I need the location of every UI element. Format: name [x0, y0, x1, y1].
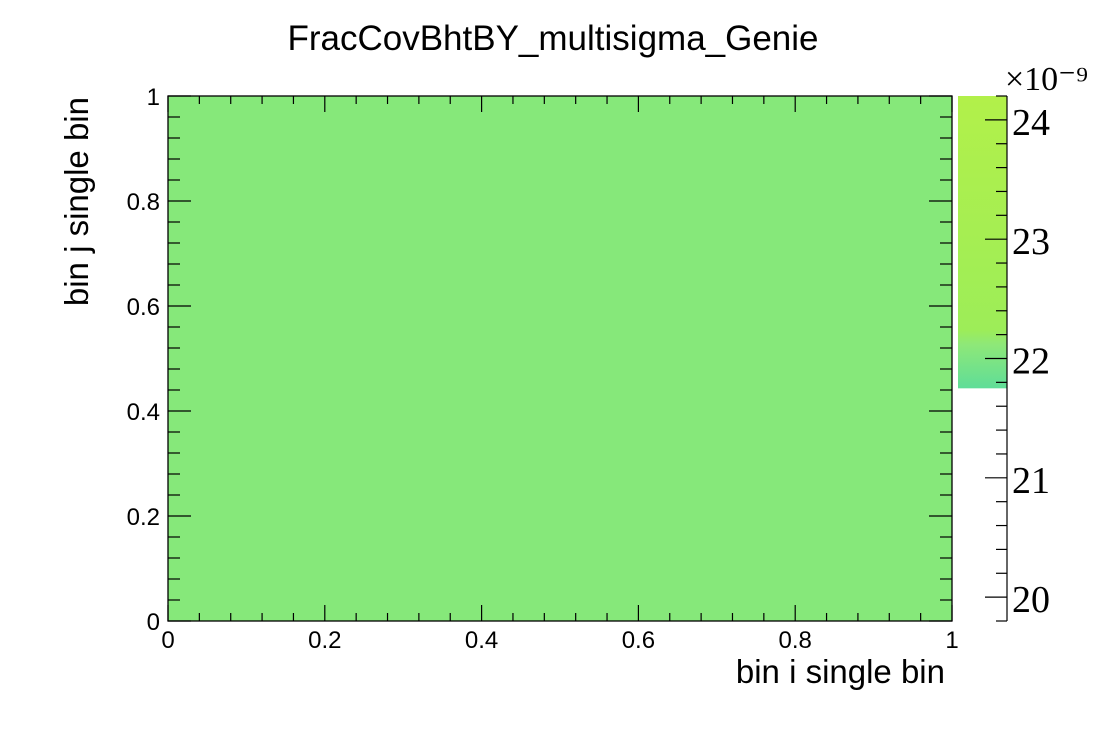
x-tick-label: 0.8 [779, 627, 812, 654]
colorbar-exponent: ×10⁻⁹ [1005, 61, 1088, 98]
y-tick-label: 0 [147, 609, 160, 636]
x-tick-label: 0 [161, 627, 174, 654]
heatmap-cell-0 [168, 96, 952, 621]
y-tick-label: 0.2 [127, 504, 160, 531]
x-tick-label: 1 [945, 627, 958, 654]
colorbar-tick-label: 22 [1012, 341, 1050, 383]
chart-title: FracCovBhtBY_multisigma_Genie [287, 19, 818, 58]
colorbar-tick-label: 24 [1012, 102, 1050, 144]
colorbar-tick-label: 21 [1012, 460, 1050, 502]
x-tick-label: 0.6 [622, 627, 655, 654]
y-tick-label: 0.6 [127, 294, 160, 321]
colorbar-fill [958, 96, 1007, 389]
y-tick-label: 0.4 [127, 399, 160, 426]
y-axis-label: bin j single bin [58, 97, 95, 306]
x-tick-label: 0.2 [308, 627, 341, 654]
x-axis-label: bin i single bin [736, 653, 945, 690]
y-tick-label: 0.8 [127, 189, 160, 216]
colorbar-ticks: 20 21 22 23 24 [985, 95, 1050, 622]
y-axis-ticks: 0 0.2 0.4 0.6 0.8 1 [127, 84, 952, 636]
x-axis-ticks: 0 0.2 0.4 0.6 0.8 1 [161, 96, 959, 654]
x-tick-label: 0.4 [465, 627, 498, 654]
heatmap-cells [168, 96, 952, 621]
plot-frame [167, 95, 953, 622]
colorbar-tick-label: 23 [1012, 221, 1050, 263]
y-tick-label: 1 [147, 84, 160, 111]
colorbar-tick-label: 20 [1012, 579, 1050, 621]
